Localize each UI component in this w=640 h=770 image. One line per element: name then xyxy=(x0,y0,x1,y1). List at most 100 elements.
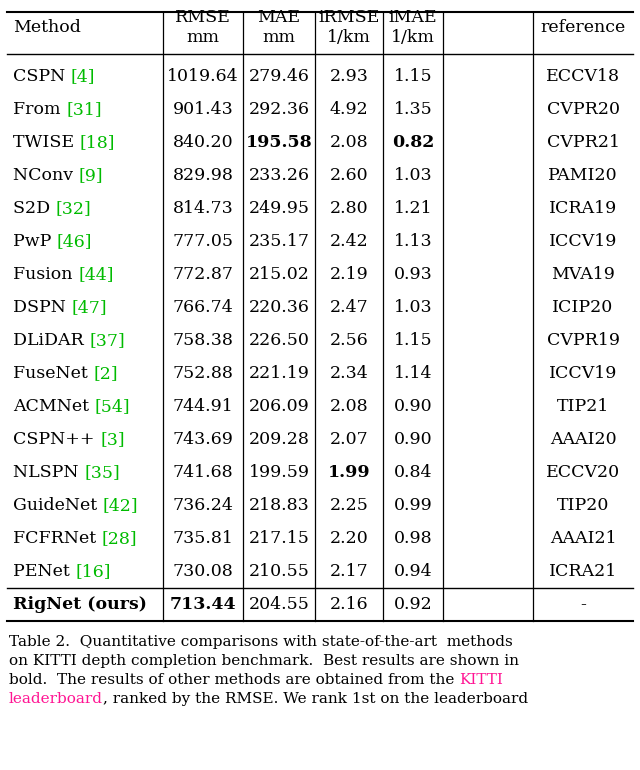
Text: PAMI20: PAMI20 xyxy=(548,167,618,184)
Text: 2.08: 2.08 xyxy=(330,134,368,151)
Text: mm: mm xyxy=(262,28,296,45)
Text: 206.09: 206.09 xyxy=(248,398,309,415)
Text: 2.60: 2.60 xyxy=(330,167,368,184)
Text: 2.17: 2.17 xyxy=(330,563,369,580)
Text: 204.55: 204.55 xyxy=(248,596,309,613)
Text: RigNet (ours): RigNet (ours) xyxy=(13,596,147,613)
Text: iRMSE: iRMSE xyxy=(318,9,380,26)
Text: mm: mm xyxy=(186,28,220,45)
Text: MAE: MAE xyxy=(257,9,301,26)
Text: 1.35: 1.35 xyxy=(394,101,433,118)
Text: 777.05: 777.05 xyxy=(173,233,234,250)
Text: [54]: [54] xyxy=(95,398,130,415)
Text: FCFRNet: FCFRNet xyxy=(13,530,102,547)
Text: 766.74: 766.74 xyxy=(173,299,234,316)
Text: [18]: [18] xyxy=(79,134,115,151)
Text: 1.14: 1.14 xyxy=(394,365,432,382)
Text: 215.02: 215.02 xyxy=(248,266,309,283)
Text: 210.55: 210.55 xyxy=(248,563,309,580)
Text: AAAI21: AAAI21 xyxy=(550,530,616,547)
Text: ACMNet: ACMNet xyxy=(13,398,95,415)
Text: ICCV19: ICCV19 xyxy=(549,365,617,382)
Text: 1019.64: 1019.64 xyxy=(167,68,239,85)
Text: ECCV20: ECCV20 xyxy=(546,464,620,481)
Text: CSPN: CSPN xyxy=(13,68,71,85)
Text: 2.47: 2.47 xyxy=(330,299,369,316)
Text: 736.24: 736.24 xyxy=(173,497,234,514)
Text: 2.08: 2.08 xyxy=(330,398,368,415)
Text: CSPN++: CSPN++ xyxy=(13,431,100,448)
Text: 741.68: 741.68 xyxy=(173,464,234,481)
Text: [2]: [2] xyxy=(93,365,118,382)
Text: From: From xyxy=(13,101,66,118)
Text: bold.  The results of other methods are obtained from the: bold. The results of other methods are o… xyxy=(9,673,460,687)
Text: 195.58: 195.58 xyxy=(246,134,312,151)
Text: Table 2.  Quantitative comparisons with state-of-the-art  methods: Table 2. Quantitative comparisons with s… xyxy=(9,635,513,649)
Text: DLiDAR: DLiDAR xyxy=(13,332,89,349)
Text: 4.92: 4.92 xyxy=(330,101,369,118)
Text: 744.91: 744.91 xyxy=(173,398,234,415)
Text: PENet: PENet xyxy=(13,563,76,580)
Text: 2.56: 2.56 xyxy=(330,332,369,349)
Text: S2D: S2D xyxy=(13,200,56,217)
Text: 1.99: 1.99 xyxy=(328,464,371,481)
Text: 0.94: 0.94 xyxy=(394,563,432,580)
Text: ICRA19: ICRA19 xyxy=(549,200,617,217)
Text: 292.36: 292.36 xyxy=(248,101,310,118)
Text: RMSE: RMSE xyxy=(175,9,231,26)
Text: [3]: [3] xyxy=(100,431,125,448)
Text: NConv: NConv xyxy=(13,167,79,184)
Text: TIP21: TIP21 xyxy=(557,398,609,415)
Text: [35]: [35] xyxy=(84,464,120,481)
Text: 2.07: 2.07 xyxy=(330,431,369,448)
Text: [16]: [16] xyxy=(76,563,111,580)
Text: , ranked by the RMSE. We rank 1st on the leaderboard: , ranked by the RMSE. We rank 1st on the… xyxy=(103,692,528,706)
Text: Method: Method xyxy=(13,19,81,36)
Text: ECCV18: ECCV18 xyxy=(546,68,620,85)
Text: 743.69: 743.69 xyxy=(173,431,234,448)
Text: DSPN: DSPN xyxy=(13,299,72,316)
Text: 1.15: 1.15 xyxy=(394,332,432,349)
Text: 814.73: 814.73 xyxy=(173,200,234,217)
Text: 1.03: 1.03 xyxy=(394,299,432,316)
Text: 840.20: 840.20 xyxy=(173,134,234,151)
Text: 226.50: 226.50 xyxy=(248,332,309,349)
Text: 772.87: 772.87 xyxy=(173,266,234,283)
Text: 2.20: 2.20 xyxy=(330,530,369,547)
Text: 1.15: 1.15 xyxy=(394,68,432,85)
Text: iMAE: iMAE xyxy=(388,9,437,26)
Text: 901.43: 901.43 xyxy=(173,101,234,118)
Text: 829.98: 829.98 xyxy=(173,167,234,184)
Text: [37]: [37] xyxy=(89,332,125,349)
Text: [42]: [42] xyxy=(102,497,138,514)
Text: CVPR21: CVPR21 xyxy=(547,134,620,151)
Text: 0.98: 0.98 xyxy=(394,530,432,547)
Text: 249.95: 249.95 xyxy=(248,200,310,217)
Text: 758.38: 758.38 xyxy=(173,332,234,349)
Text: on KITTI depth completion benchmark.  Best results are shown in: on KITTI depth completion benchmark. Bes… xyxy=(9,654,519,668)
Text: 713.44: 713.44 xyxy=(170,596,236,613)
Text: CVPR19: CVPR19 xyxy=(547,332,620,349)
Text: FuseNet: FuseNet xyxy=(13,365,93,382)
Text: 752.88: 752.88 xyxy=(173,365,234,382)
Text: -: - xyxy=(580,596,586,613)
Text: 2.19: 2.19 xyxy=(330,266,369,283)
Text: 279.46: 279.46 xyxy=(248,68,309,85)
Text: AAAI20: AAAI20 xyxy=(550,431,616,448)
Text: 0.82: 0.82 xyxy=(392,134,434,151)
Text: 0.90: 0.90 xyxy=(394,431,432,448)
Text: 1/km: 1/km xyxy=(391,28,435,45)
Text: 1.21: 1.21 xyxy=(394,200,432,217)
Text: 235.17: 235.17 xyxy=(248,233,310,250)
Text: 730.08: 730.08 xyxy=(173,563,234,580)
Text: 0.93: 0.93 xyxy=(394,266,433,283)
Text: 2.93: 2.93 xyxy=(330,68,369,85)
Text: ICCV19: ICCV19 xyxy=(549,233,617,250)
Text: 2.80: 2.80 xyxy=(330,200,368,217)
Text: 2.16: 2.16 xyxy=(330,596,368,613)
Text: 2.34: 2.34 xyxy=(330,365,369,382)
Text: 199.59: 199.59 xyxy=(248,464,310,481)
Text: NLSPN: NLSPN xyxy=(13,464,84,481)
Text: TIP20: TIP20 xyxy=(557,497,609,514)
Text: TWISE: TWISE xyxy=(13,134,79,151)
